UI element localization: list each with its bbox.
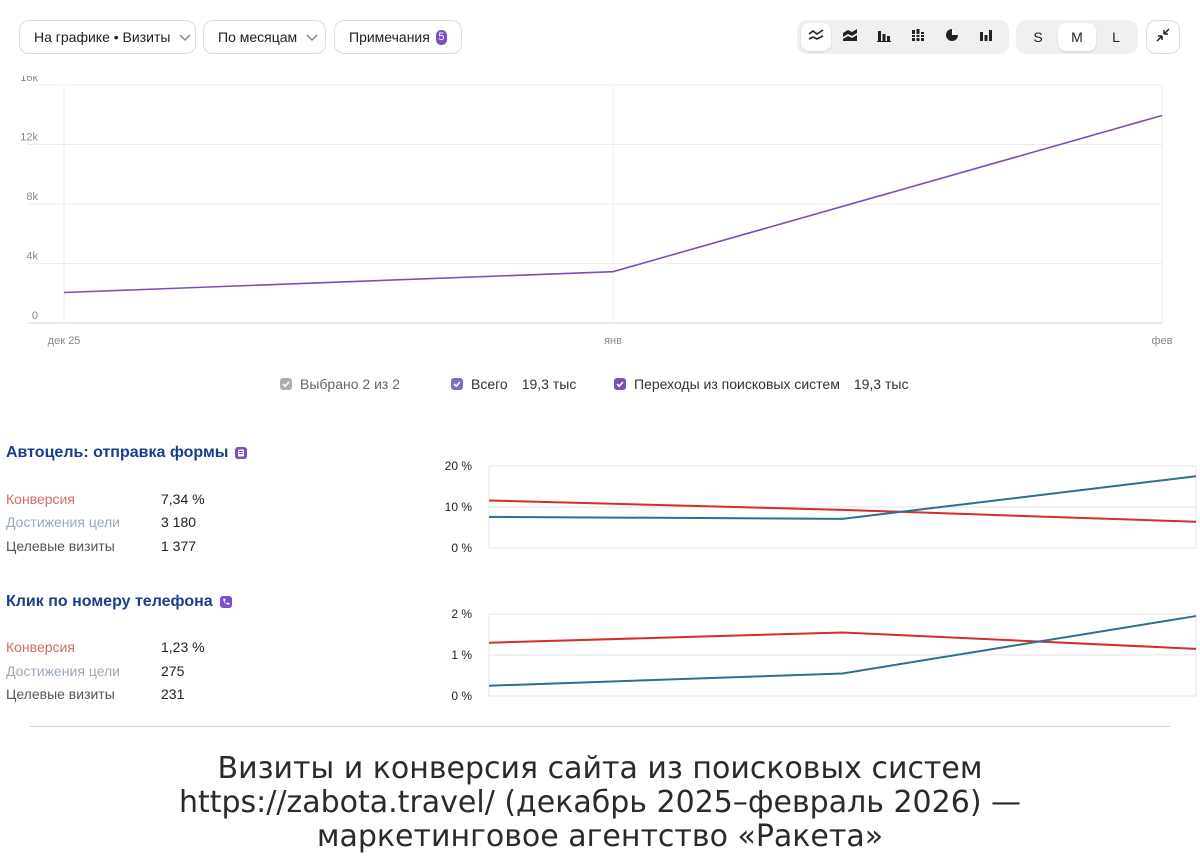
size-s-button[interactable]: S	[1019, 23, 1057, 51]
goal2-conversion-chart: 2 % 1 % 0 %	[451, 607, 1197, 703]
goal-title-text: Клик по номеру телефона	[6, 593, 213, 610]
legend-series-name: Переходы из поисковых систем	[634, 376, 840, 392]
chart-type-switcher	[797, 20, 1009, 54]
metric-value: 1,23 %	[161, 639, 205, 655]
pie-chart-icon	[944, 28, 960, 47]
chart-size-switcher: S M L	[1016, 20, 1138, 54]
pie-chart-button[interactable]	[937, 23, 967, 51]
stacked-area-button[interactable]	[835, 23, 865, 51]
series-line	[488, 631, 1197, 650]
visits-line-chart: 16k 12k 8k 4k 0 дек 25 янв фев	[20, 76, 1172, 347]
series-line	[488, 475, 1197, 520]
chevron-down-icon	[178, 30, 192, 44]
goal2-achievements-row: Достижения цели 275	[6, 663, 184, 679]
legend-selected-label: Выбрано 2 из 2	[300, 376, 400, 392]
y-tick-label: 0	[32, 310, 38, 322]
legend-item-search[interactable]: Переходы из поисковых систем 19,3 тыс	[614, 374, 908, 394]
metric-value: 7,34 %	[161, 491, 205, 507]
column-chart-icon	[876, 28, 892, 47]
size-m-label: M	[1071, 29, 1083, 45]
goal-title-phone[interactable]: Клик по номеру телефона	[6, 593, 233, 611]
stacked-area-icon	[842, 28, 858, 47]
metric-label: Целевые визиты	[6, 538, 115, 554]
metric-value: 1 377	[161, 538, 197, 554]
size-l-label: L	[1112, 29, 1120, 45]
goal1-visits-row: Целевые визиты 1 377	[6, 538, 196, 554]
series-line	[488, 615, 1197, 687]
metric-label: Целевые визиты	[6, 686, 115, 702]
y-tick-label: 12k	[20, 132, 38, 144]
notes-label: Примечания	[349, 29, 430, 45]
collapse-button[interactable]	[1146, 20, 1180, 54]
goal1-conversion-chart: 20 % 10 % 0 %	[445, 459, 1197, 555]
caption-line-2: https://zabota.travel/ (декабрь 2025–фев…	[178, 785, 1022, 820]
checkbox-icon	[614, 378, 626, 390]
legend-series-value: 19,3 тыс	[853, 376, 909, 392]
legend-series-name: Всего	[471, 376, 508, 392]
metric-value: 3 180	[161, 514, 197, 530]
collapse-icon	[1155, 27, 1171, 48]
goal2-conversion-row: Конверсия 1,23 %	[6, 639, 205, 655]
stacked-column-button[interactable]	[903, 23, 933, 51]
size-m-button[interactable]: M	[1058, 23, 1096, 51]
x-tick-label: янв	[604, 335, 622, 347]
form-icon	[234, 446, 248, 460]
period-select-label: По месяцам	[218, 29, 298, 45]
bar-chart-icon	[978, 28, 994, 47]
line-chart-button[interactable]	[801, 23, 831, 51]
divider	[30, 726, 1170, 727]
legend-series-value: 19,3 тыс	[521, 376, 577, 392]
metric-label: Конверсия	[6, 639, 75, 655]
image-caption: Визиты и конверсия сайта из поисковых си…	[0, 752, 1200, 854]
chart-metric-select-label: На графике • Визиты	[34, 29, 171, 45]
legend-item-total[interactable]: Всего 19,3 тыс	[451, 374, 576, 394]
bar-chart-button[interactable]	[971, 23, 1001, 51]
metric-label: Достижения цели	[6, 514, 121, 530]
goal-title-text: Автоцель: отправка формы	[6, 444, 229, 461]
y-tick-label: 0 %	[451, 689, 472, 703]
y-tick-label: 16k	[20, 76, 38, 84]
metric-label: Конверсия	[6, 491, 75, 507]
goal1-conversion-row: Конверсия 7,34 %	[6, 491, 205, 507]
period-select[interactable]: По месяцам	[203, 20, 326, 54]
stacked-column-icon	[910, 28, 926, 47]
goal1-achievements-row: Достижения цели 3 180	[6, 514, 196, 530]
metric-value: 275	[161, 663, 185, 679]
line-chart-icon	[808, 28, 824, 47]
y-tick-label: 0 %	[451, 541, 472, 555]
series-line	[488, 499, 1197, 523]
chevron-down-icon	[305, 30, 319, 44]
checkbox-icon	[280, 378, 292, 390]
notes-count-badge: 5	[435, 29, 447, 45]
notes-button[interactable]: Примечания 5	[334, 20, 462, 54]
phone-icon	[219, 595, 233, 609]
legend-selected-toggle[interactable]: Выбрано 2 из 2	[280, 374, 400, 394]
checkbox-icon	[451, 378, 463, 390]
caption-line-1: Визиты и конверсия сайта из поисковых си…	[217, 751, 983, 786]
y-tick-label: 20 %	[445, 459, 473, 473]
metric-label: Достижения цели	[6, 663, 121, 679]
column-chart-button[interactable]	[869, 23, 899, 51]
y-tick-label: 1 %	[451, 648, 472, 662]
y-tick-label: 4k	[26, 251, 38, 263]
metric-value: 231	[161, 686, 185, 702]
y-tick-label: 8k	[26, 191, 38, 203]
series-line[interactable]	[63, 114, 1163, 294]
goal-title-form[interactable]: Автоцель: отправка формы	[6, 444, 248, 462]
x-tick-label: дек 25	[48, 335, 81, 347]
chart-toolbar: На графике • Визиты По месяцам Примечани…	[0, 0, 1200, 76]
size-s-label: S	[1033, 29, 1043, 45]
size-l-button[interactable]: L	[1097, 23, 1135, 51]
caption-line-3: маркетинговое агентство «Ракета»	[316, 819, 884, 854]
goal2-visits-row: Целевые визиты 231	[6, 686, 184, 702]
y-tick-label: 10 %	[445, 500, 473, 514]
x-tick-label: фев	[1151, 335, 1172, 347]
chart-metric-select[interactable]: На графике • Визиты	[19, 20, 196, 54]
y-tick-label: 2 %	[451, 607, 472, 621]
